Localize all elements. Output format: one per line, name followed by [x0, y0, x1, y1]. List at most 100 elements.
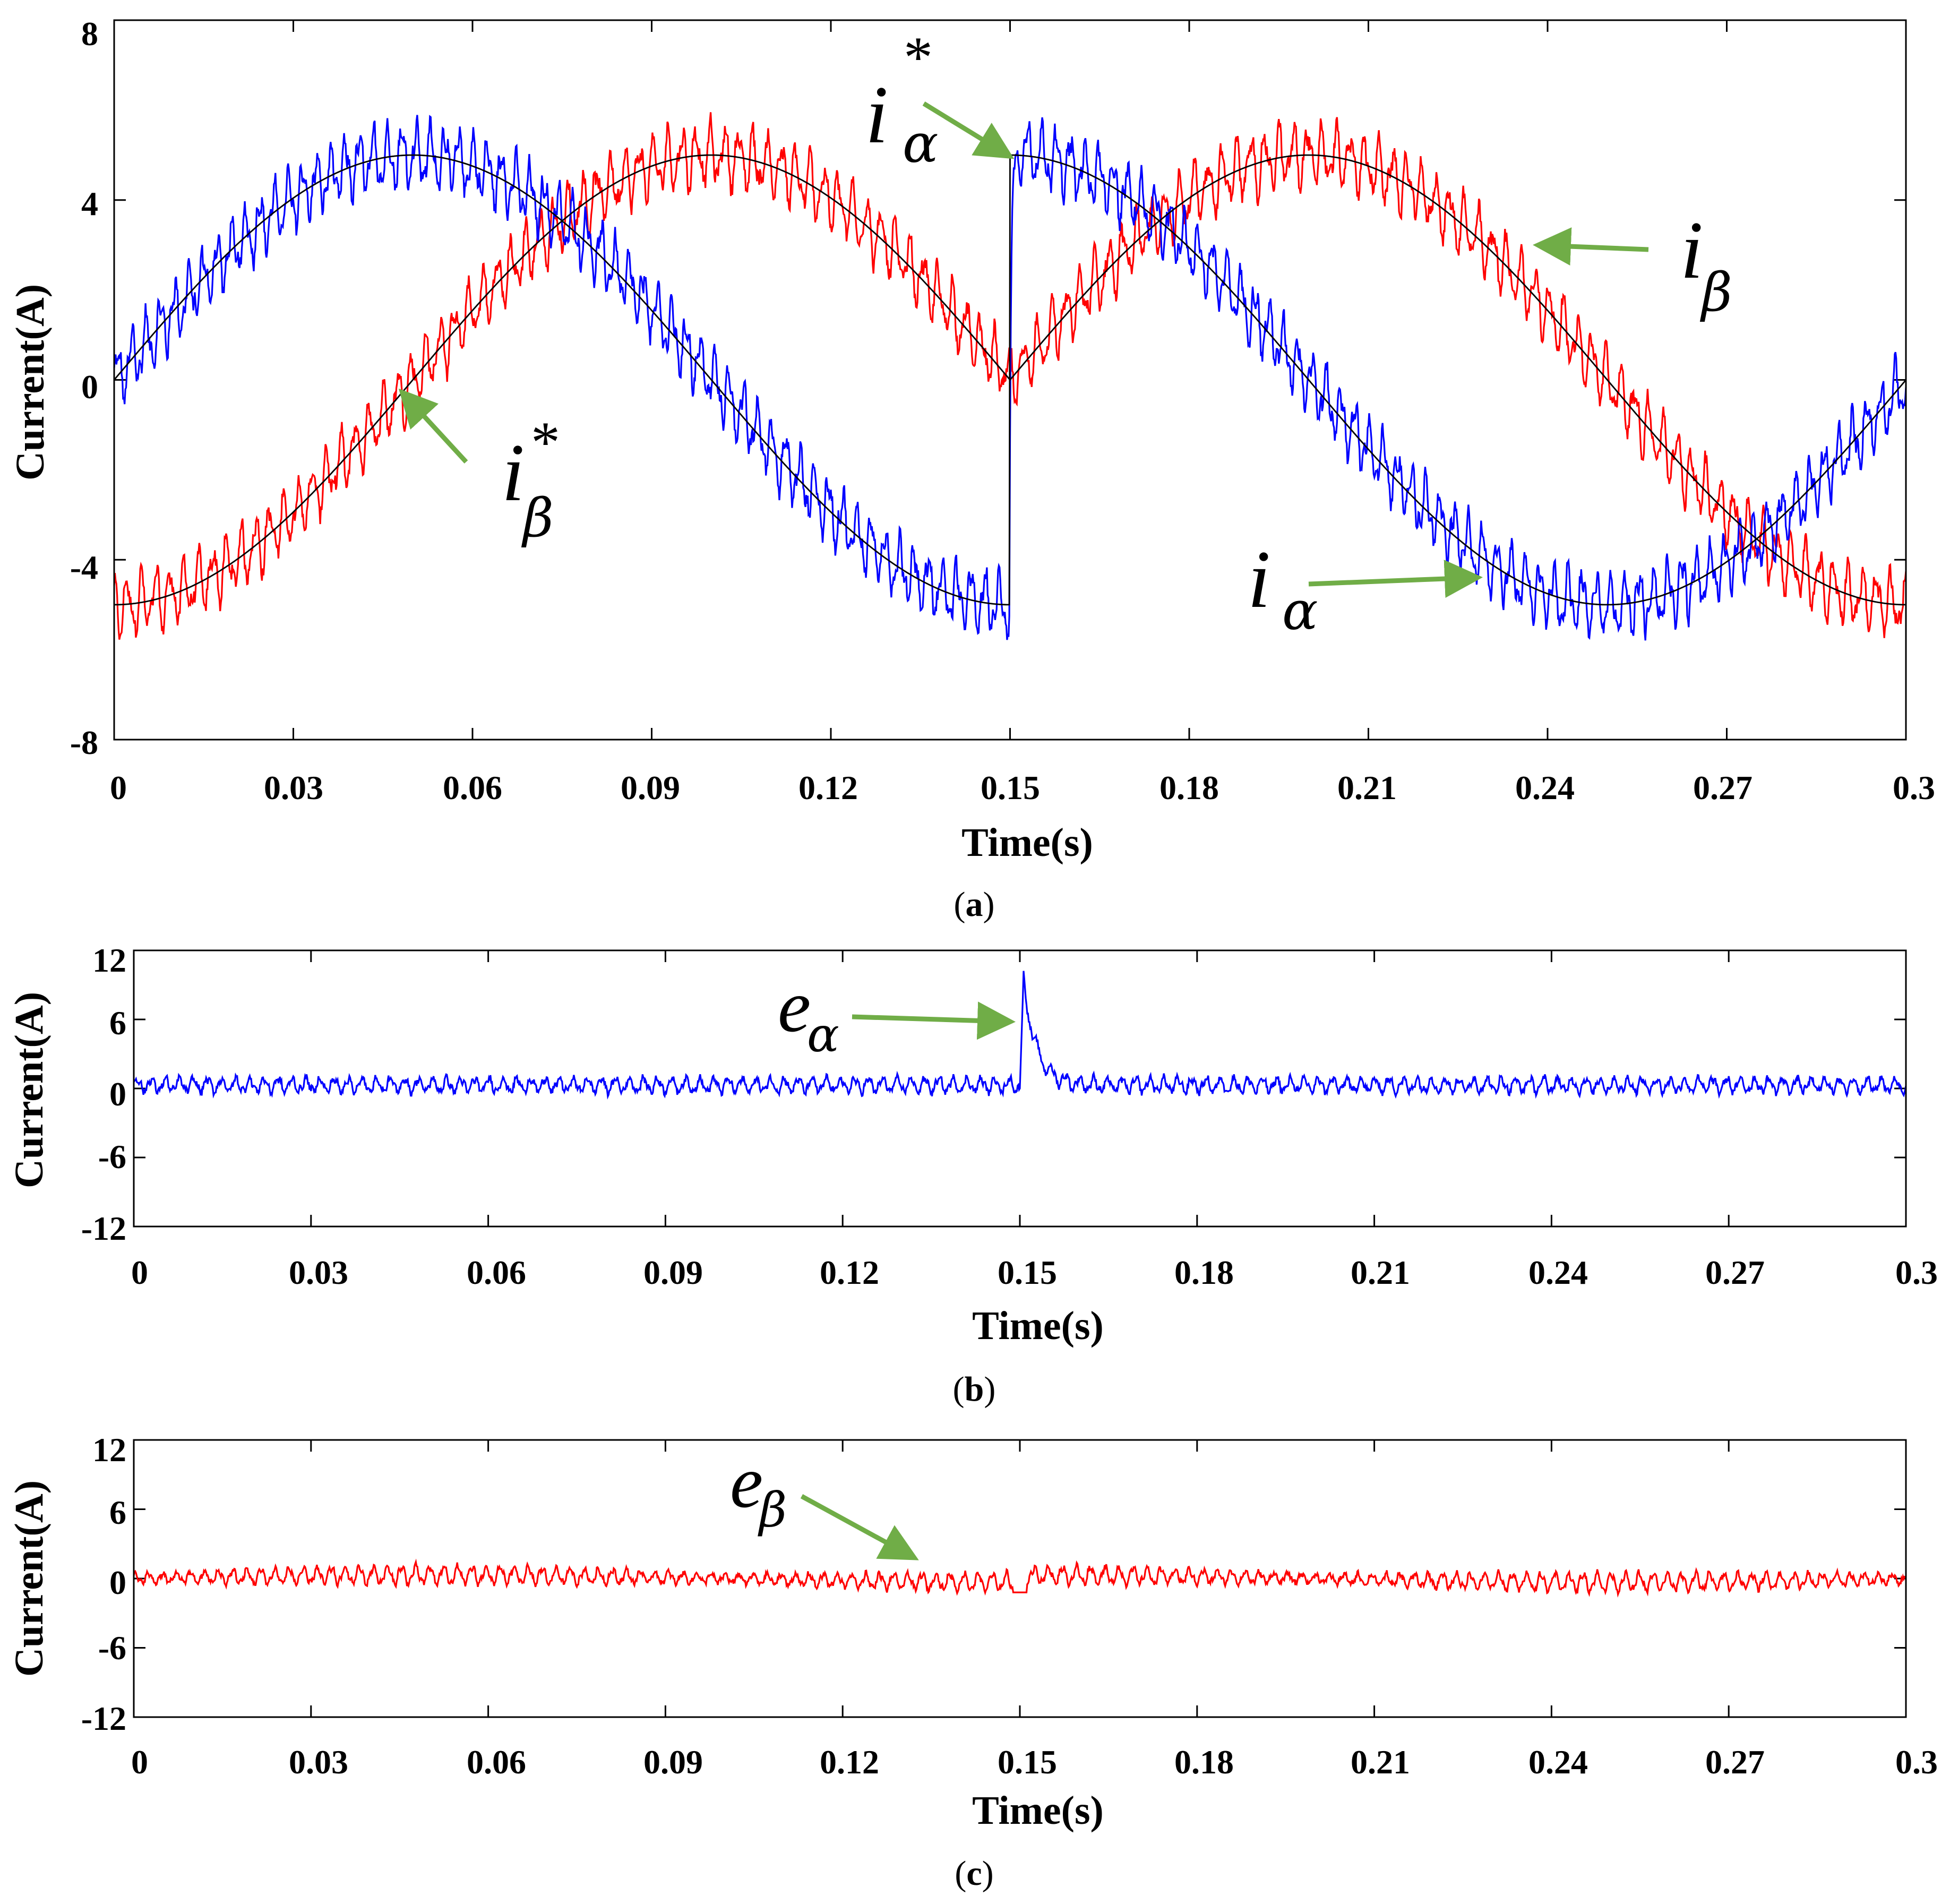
panel-b-y-tick-labels: 12 6 0 -6 -12 — [81, 941, 126, 1247]
annotation-subscript: α — [903, 113, 939, 175]
y-tick-label: -6 — [98, 1138, 126, 1176]
annotation-e-beta: e β — [730, 1441, 919, 1560]
x-tick-label: 0.21 — [1351, 1743, 1410, 1781]
panel-a-x-tick-labels: 0 0.03 0.06 0.09 0.12 0.15 0.18 0.21 0.2… — [110, 769, 1935, 807]
x-tick-label: 0.09 — [643, 1743, 703, 1781]
x-tick-label: 0.03 — [289, 1254, 348, 1291]
panel-c-x-tick-labels: 0 0.03 0.06 0.09 0.12 0.15 0.18 0.21 0.2… — [131, 1743, 1938, 1781]
x-tick-label: 0 — [131, 1743, 148, 1781]
y-axis-label: Current(A) — [7, 1480, 51, 1677]
annotation-i-alpha-ref: i α * — [865, 25, 1015, 175]
annotation-subscript: β — [758, 1482, 787, 1538]
annotation-label: i — [1248, 534, 1270, 625]
y-tick-label: 6 — [109, 1494, 126, 1531]
x-tick-label: 0.27 — [1705, 1254, 1765, 1291]
panel-b: 0 0.03 0.06 0.09 0.12 0.15 0.18 0.21 0.2… — [7, 941, 1938, 1409]
annotation-label: e — [730, 1441, 763, 1523]
x-tick-label: 0.21 — [1337, 769, 1397, 807]
panel-c-ticks — [133, 1439, 1907, 1718]
x-tick-label: 0.06 — [467, 1743, 526, 1781]
panel-a-frame — [113, 19, 1907, 741]
y-tick-label: -4 — [70, 548, 98, 586]
annotation-arrow — [800, 1494, 919, 1560]
x-tick-label: 0.18 — [1159, 769, 1219, 807]
x-tick-label: 0.21 — [1351, 1254, 1410, 1291]
y-axis-label: Current(A) — [7, 992, 51, 1188]
y-axis-label: Current(A) — [8, 284, 53, 481]
y-tick-label: -6 — [98, 1629, 126, 1667]
x-tick-label: 0.18 — [1174, 1254, 1234, 1291]
annotation-label: e — [778, 965, 811, 1048]
panel-a-caption: (a) — [954, 885, 995, 924]
panel-c: 0 0.03 0.06 0.09 0.12 0.15 0.18 0.21 0.2… — [7, 1431, 1938, 1893]
x-tick-label: 0.09 — [621, 769, 680, 807]
x-tick-label: 0.15 — [981, 769, 1040, 807]
x-tick-label: 0.03 — [264, 769, 323, 807]
y-tick-label: -12 — [81, 1210, 126, 1247]
y-tick-label: 0 — [81, 368, 98, 406]
panel-c-y-tick-labels: 12 6 0 -6 -12 — [81, 1431, 126, 1737]
panel-c-caption: (c) — [955, 1854, 993, 1893]
x-tick-label: 0.24 — [1528, 1254, 1588, 1291]
annotation-superscript: * — [904, 25, 933, 90]
annotation-arrow — [922, 101, 1015, 159]
x-axis-label: Time(s) — [972, 1788, 1104, 1833]
annotation-label: i — [502, 427, 525, 518]
annotation-arrow — [398, 388, 468, 464]
x-tick-label: 0.06 — [467, 1254, 526, 1291]
series-e-beta — [133, 1558, 1907, 1598]
y-tick-label: 8 — [81, 15, 98, 53]
y-tick-label: 12 — [92, 1431, 126, 1469]
annotation-subscript: β — [1699, 261, 1732, 323]
x-tick-label: 0.06 — [443, 769, 502, 807]
x-tick-label: 0.09 — [643, 1254, 703, 1291]
y-tick-label: -12 — [81, 1700, 126, 1737]
annotation-i-beta: i β — [1533, 204, 1732, 323]
annotation-e-alpha: e α — [778, 965, 1016, 1063]
y-tick-label: 0 — [109, 1075, 126, 1113]
series-e-alpha — [133, 971, 1907, 1100]
annotation-label: i — [1680, 204, 1703, 296]
annotation-label: i — [865, 69, 888, 160]
panel-a-plot-area — [113, 112, 1907, 641]
x-tick-label: 0.3 — [1895, 1254, 1938, 1291]
annotation-arrow — [852, 1001, 1016, 1040]
annotation-arrow — [1308, 560, 1483, 598]
y-tick-label: 0 — [109, 1564, 126, 1601]
annotation-subscript: α — [807, 1007, 839, 1063]
x-tick-label: 0.3 — [1893, 769, 1935, 807]
x-axis-label: Time(s) — [961, 820, 1093, 865]
y-tick-label: 6 — [109, 1004, 126, 1042]
y-tick-label: -8 — [70, 724, 98, 761]
x-tick-label: 0.15 — [998, 1743, 1057, 1781]
panel-b-frame — [133, 949, 1907, 1228]
x-tick-label: 0.12 — [798, 769, 858, 807]
x-tick-label: 0.24 — [1528, 1743, 1588, 1781]
panel-b-x-tick-labels: 0 0.03 0.06 0.09 0.12 0.15 0.18 0.21 0.2… — [131, 1254, 1938, 1291]
panel-c-frame — [133, 1439, 1907, 1718]
x-tick-label: 0.12 — [820, 1254, 879, 1291]
y-tick-label: 12 — [92, 941, 126, 979]
x-tick-label: 0.27 — [1705, 1743, 1765, 1781]
x-tick-label: 0.03 — [289, 1743, 348, 1781]
annotation-superscript: * — [531, 410, 560, 475]
x-tick-label: 0 — [110, 769, 127, 807]
x-tick-label: 0.12 — [820, 1743, 879, 1781]
x-axis-label: Time(s) — [972, 1303, 1104, 1348]
y-tick-label: 4 — [81, 185, 98, 222]
annotation-subscript: β — [521, 487, 554, 549]
x-tick-label: 0.27 — [1693, 769, 1753, 807]
panel-b-caption: (b) — [953, 1370, 996, 1409]
annotation-i-beta-ref: i β * — [398, 388, 560, 549]
x-tick-label: 0.18 — [1174, 1743, 1234, 1781]
annotation-arrow — [1533, 227, 1649, 266]
annotation-i-alpha: i α — [1248, 534, 1483, 642]
x-tick-label: 0.3 — [1895, 1743, 1938, 1781]
panel-a-y-tick-labels: 8 4 0 -4 -8 — [70, 15, 98, 761]
x-tick-label: 0.24 — [1515, 769, 1575, 807]
panel-a: 0 0.03 0.06 0.09 0.12 0.15 0.18 0.21 0.2… — [8, 15, 1935, 924]
annotation-subscript: α — [1282, 580, 1318, 642]
x-tick-label: 0 — [131, 1254, 148, 1291]
x-tick-label: 0.15 — [998, 1254, 1057, 1291]
